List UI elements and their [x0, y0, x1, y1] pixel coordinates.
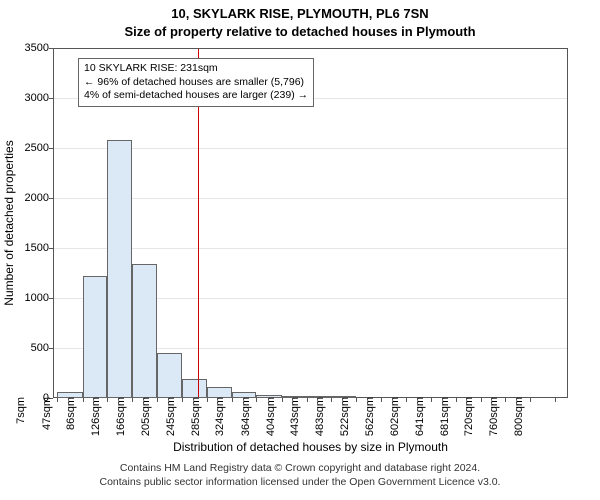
histogram-bar	[157, 353, 181, 398]
xtick-label: 562sqm	[364, 397, 376, 442]
xtick	[381, 398, 382, 402]
xtick	[282, 398, 283, 402]
xtick	[182, 398, 183, 402]
xtick	[307, 398, 308, 402]
footer-line-1: Contains HM Land Registry data © Crown c…	[0, 462, 600, 476]
xtick	[456, 398, 457, 402]
ytick	[49, 248, 53, 249]
xtick	[207, 398, 208, 402]
ytick-label: 1500	[4, 242, 49, 254]
xtick-label: 86sqm	[65, 397, 77, 442]
xtick-label: 641sqm	[414, 397, 426, 442]
xtick-label: 47sqm	[41, 397, 53, 442]
ytick-label: 500	[4, 342, 49, 354]
xtick	[505, 398, 506, 402]
chart-container: 10, SKYLARK RISE, PLYMOUTH, PL6 7SN Size…	[0, 0, 600, 500]
xtick-label: 602sqm	[389, 397, 401, 442]
xtick	[481, 398, 482, 402]
ytick-label: 3500	[4, 42, 49, 54]
xtick	[431, 398, 432, 402]
xtick	[232, 398, 233, 402]
xtick-label: 364sqm	[240, 397, 252, 442]
xtick-label: 800sqm	[513, 397, 525, 442]
xtick	[83, 398, 84, 402]
xtick-label: 324sqm	[214, 397, 226, 442]
xtick	[406, 398, 407, 402]
xtick-label: 404sqm	[265, 397, 277, 442]
ytick	[49, 98, 53, 99]
xtick-label: 522sqm	[339, 397, 351, 442]
xtick	[331, 398, 332, 402]
xtick-label: 205sqm	[140, 397, 152, 442]
xtick	[132, 398, 133, 402]
xtick-label: 443sqm	[289, 397, 301, 442]
xtick	[256, 398, 257, 402]
xtick-label: 245sqm	[165, 397, 177, 442]
xtick-label: 126sqm	[90, 397, 102, 442]
xtick	[107, 398, 108, 402]
xtick	[356, 398, 357, 402]
xtick-label: 285sqm	[190, 397, 202, 442]
xtick	[157, 398, 158, 402]
ytick-label: 2500	[4, 142, 49, 154]
annot-line-3: 4% of semi-detached houses are larger (2…	[84, 89, 308, 103]
title-subtitle: Size of property relative to detached ho…	[0, 24, 600, 39]
ytick-label: 3000	[4, 92, 49, 104]
histogram-bar	[83, 276, 107, 398]
histogram-bar	[182, 379, 207, 398]
annotation-box: 10 SKYLARK RISE: 231sqm ← 96% of detache…	[78, 58, 314, 107]
ytick	[49, 148, 53, 149]
ytick	[49, 48, 53, 49]
x-axis-label: Distribution of detached houses by size …	[53, 440, 568, 454]
xtick	[530, 398, 531, 402]
xtick-label: 166sqm	[115, 397, 127, 442]
ytick	[49, 348, 53, 349]
ytick	[49, 198, 53, 199]
annot-line-2: ← 96% of detached houses are smaller (5,…	[84, 76, 308, 90]
xtick-label: 760sqm	[488, 397, 500, 442]
footer-line-2: Contains public sector information licen…	[0, 476, 600, 490]
footer: Contains HM Land Registry data © Crown c…	[0, 462, 600, 489]
ytick	[49, 298, 53, 299]
ytick-label: 2000	[4, 192, 49, 204]
histogram-bar	[107, 140, 132, 398]
title-address: 10, SKYLARK RISE, PLYMOUTH, PL6 7SN	[0, 6, 600, 21]
xtick-label: 720sqm	[463, 397, 475, 442]
xtick-label: 7sqm	[15, 397, 27, 442]
ytick-label: 1000	[4, 292, 49, 304]
xtick	[57, 398, 58, 402]
xtick-label: 681sqm	[439, 397, 451, 442]
xtick-label: 483sqm	[314, 397, 326, 442]
annot-line-1: 10 SKYLARK RISE: 231sqm	[84, 62, 308, 76]
histogram-bar	[132, 264, 157, 398]
xtick	[555, 398, 556, 402]
